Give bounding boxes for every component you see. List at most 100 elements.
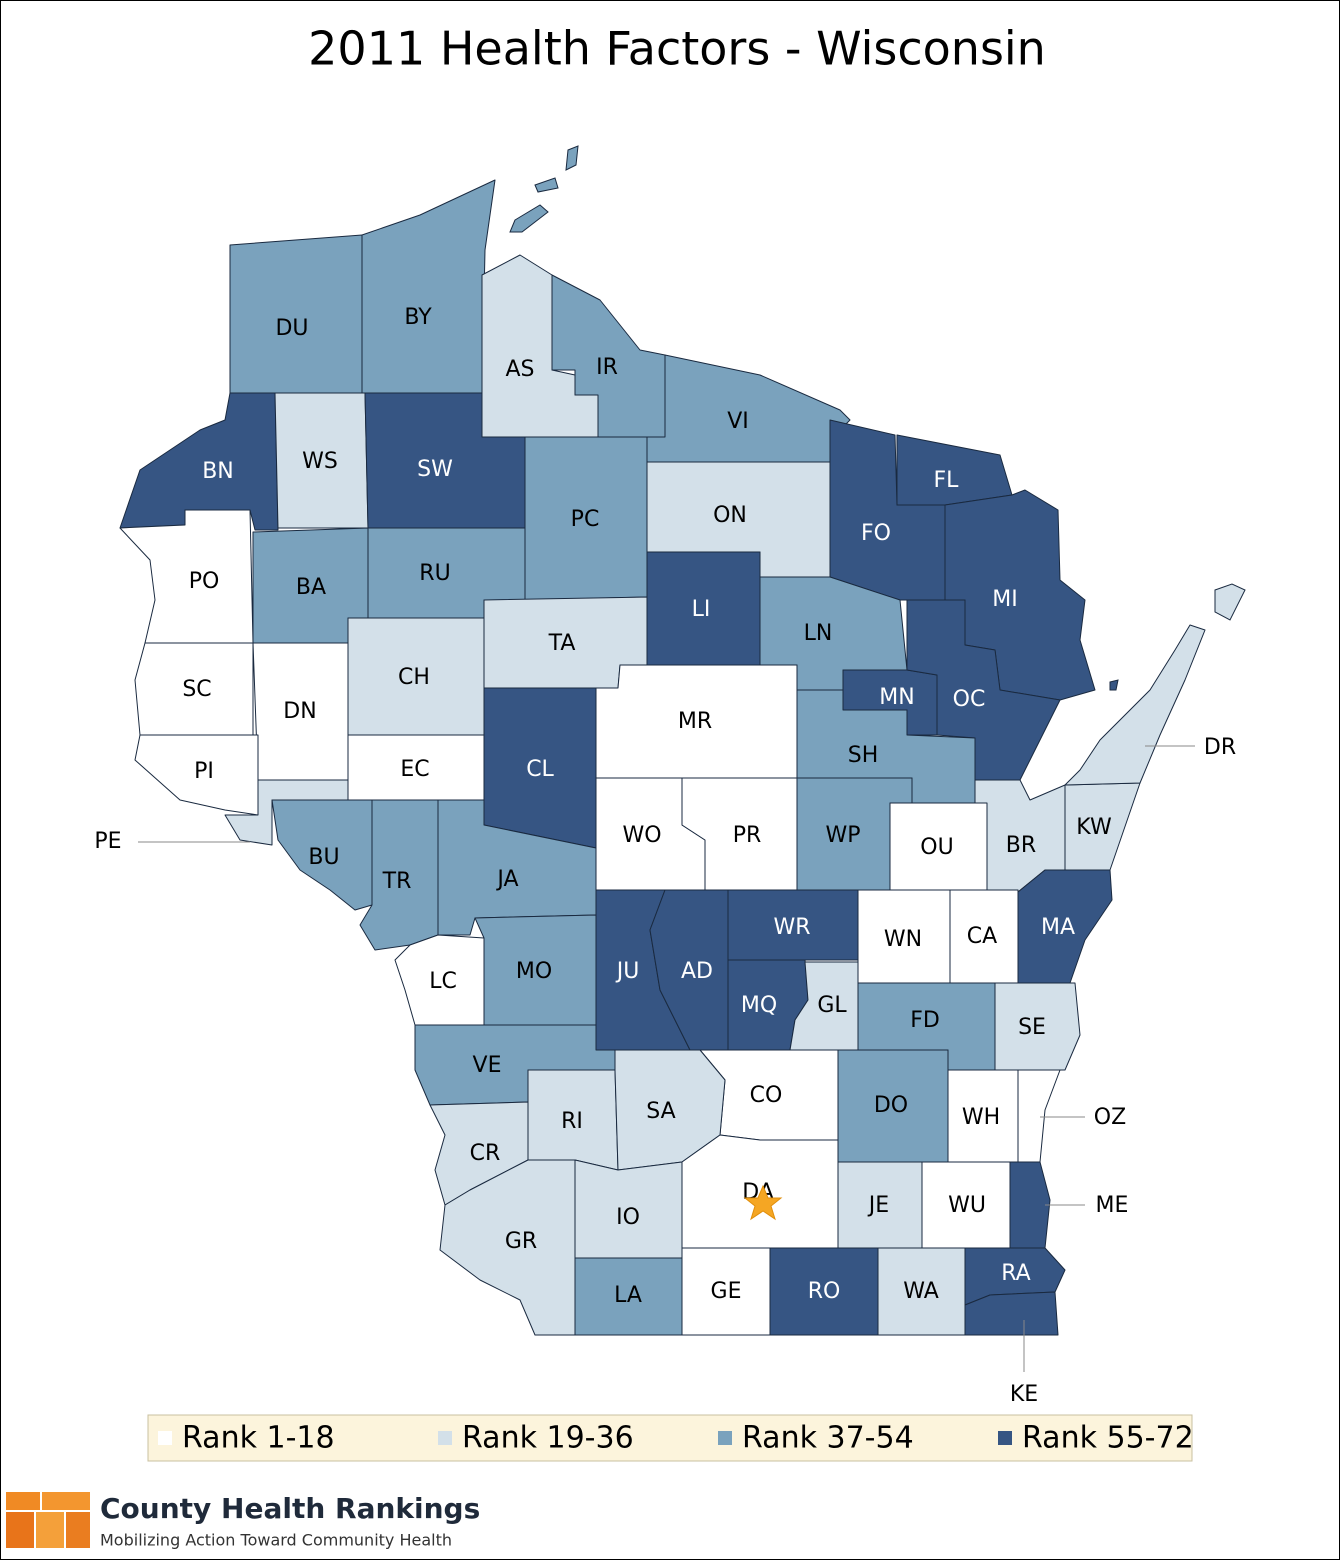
- logo-block: [42, 1492, 90, 1510]
- county-label: WU: [948, 1193, 986, 1218]
- logo-block: [66, 1512, 90, 1548]
- county-label: RU: [419, 561, 450, 586]
- county-label: WP: [825, 823, 860, 848]
- county-label: RI: [561, 1109, 583, 1134]
- islands: [509, 145, 1246, 691]
- county-label: DO: [874, 1093, 908, 1118]
- county-label: RA: [1001, 1261, 1030, 1286]
- county-label: PE: [94, 829, 121, 854]
- county-label: BU: [308, 845, 339, 870]
- legend-swatch: [998, 1431, 1012, 1445]
- county-label: JU: [615, 959, 640, 984]
- county-label: DR: [1204, 735, 1236, 760]
- county-label: JE: [867, 1193, 889, 1218]
- county-label: SE: [1018, 1015, 1046, 1040]
- county-label: AS: [505, 357, 534, 382]
- county-label: WR: [773, 915, 810, 940]
- county-label: GR: [505, 1229, 537, 1254]
- county-label: RO: [808, 1279, 841, 1304]
- county-label: IR: [596, 355, 618, 380]
- county-label: GL: [817, 993, 847, 1018]
- legend: Rank 1-18 Rank 19-36 Rank 37-54 Rank 55-72: [158, 1421, 1194, 1456]
- county-label: MR: [678, 709, 712, 734]
- county-label: FD: [910, 1008, 940, 1033]
- legend-swatch: [718, 1431, 732, 1445]
- county-label: PC: [571, 507, 600, 532]
- county-label: VI: [727, 409, 749, 434]
- county: [1017, 1069, 1061, 1163]
- county-label: WA: [903, 1279, 939, 1304]
- island: [1214, 583, 1246, 621]
- county-label: BA: [296, 575, 326, 600]
- island: [534, 177, 559, 193]
- county-label: PI: [194, 759, 214, 784]
- logo-tagline: Mobilizing Action Toward Community Healt…: [100, 1531, 452, 1550]
- counties: DU BY AS IR VI BN WS SW PC ON FO FL MI PO BA RU TA LI LN SC…: [119, 179, 1206, 1336]
- county-label: LI: [692, 597, 711, 622]
- legend-box: [147, 1414, 1193, 1462]
- county-label: EC: [400, 757, 429, 782]
- county-label: CA: [967, 924, 997, 949]
- county-label: WN: [884, 927, 922, 952]
- island: [1109, 679, 1119, 691]
- county-label: SA: [646, 1099, 675, 1124]
- legend-swatch: [158, 1431, 172, 1445]
- county-label: LN: [804, 621, 833, 646]
- legend-label: Rank 55-72: [1022, 1421, 1194, 1456]
- county-label: MN: [879, 685, 914, 710]
- county: [964, 1291, 1059, 1336]
- legend-label: Rank 19-36: [462, 1421, 634, 1456]
- county-label: ON: [713, 503, 747, 528]
- county-label: GE: [711, 1279, 742, 1304]
- county-label: OU: [920, 835, 953, 860]
- legend-label: Rank 37-54: [742, 1421, 914, 1456]
- county-label: FO: [861, 521, 891, 546]
- county-label: SH: [848, 743, 879, 768]
- county-label: SC: [182, 677, 211, 702]
- county: [229, 234, 363, 394]
- county-label: WS: [302, 449, 338, 474]
- county-label: VE: [473, 1053, 502, 1078]
- county-label: WO: [622, 823, 661, 848]
- capital-star: [743, 1184, 783, 1221]
- county-label: CL: [526, 757, 554, 782]
- county-label: PR: [733, 823, 762, 848]
- county: [134, 734, 259, 816]
- county-label: FL: [934, 468, 960, 493]
- county-label: MA: [1041, 915, 1075, 940]
- county-label: ME: [1096, 1193, 1129, 1218]
- county-label: MI: [992, 587, 1017, 612]
- county-label: IO: [616, 1205, 640, 1230]
- island: [509, 204, 549, 233]
- county-label: DN: [283, 699, 316, 724]
- logo: County Health Rankings Mobilizing Action…: [6, 1492, 480, 1550]
- county: [439, 1159, 576, 1336]
- callouts: PE DR OZ ME KE: [94, 735, 1236, 1407]
- county-label: LC: [429, 969, 457, 994]
- county-label: TA: [548, 631, 576, 656]
- legend-swatch: [438, 1431, 452, 1445]
- county: [1009, 1161, 1051, 1249]
- county-label: CR: [470, 1141, 501, 1166]
- county-label: KE: [1010, 1382, 1038, 1407]
- logo-block: [36, 1512, 64, 1548]
- county-label: OZ: [1094, 1105, 1126, 1130]
- county-label: PO: [189, 569, 220, 594]
- county: [906, 599, 1061, 781]
- county-label: KW: [1076, 815, 1112, 840]
- logo-block: [6, 1492, 40, 1510]
- county-label: BY: [404, 305, 432, 330]
- county-label: AD: [681, 959, 713, 984]
- county-label: LA: [614, 1283, 642, 1308]
- county-label: BN: [202, 459, 234, 484]
- county-label: JA: [495, 867, 518, 892]
- county-label: TR: [382, 869, 412, 894]
- island: [565, 145, 579, 171]
- county-label: BR: [1006, 833, 1036, 858]
- county-label: DU: [275, 316, 308, 341]
- map-title: 2011 Health Factors - Wisconsin: [308, 22, 1046, 76]
- county-label: MO: [516, 959, 552, 984]
- county-label: SW: [417, 457, 453, 482]
- legend-label: Rank 1-18: [182, 1421, 335, 1456]
